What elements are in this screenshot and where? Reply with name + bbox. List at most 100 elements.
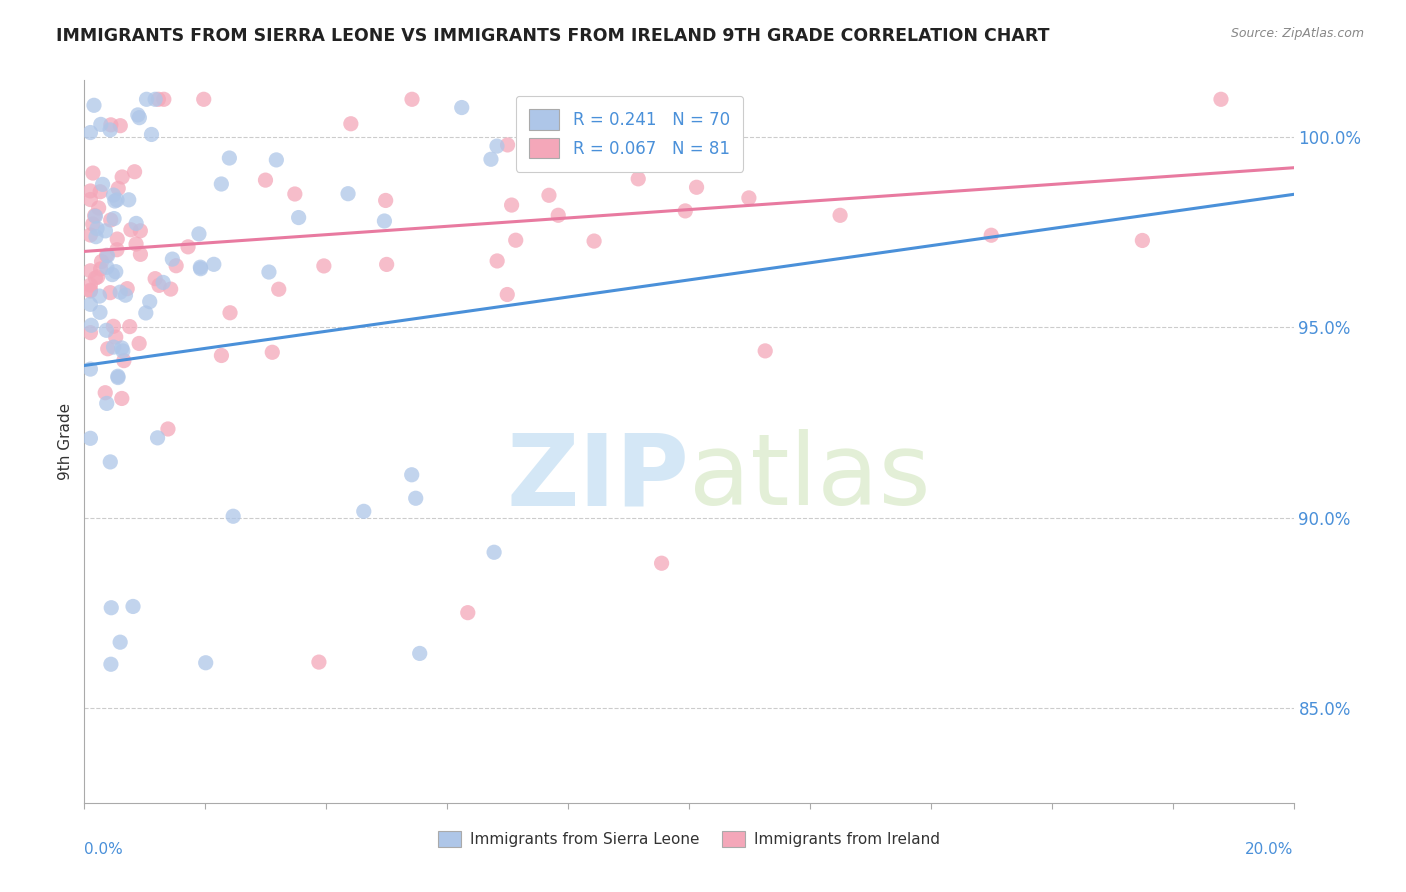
Point: [193, 92, 215, 106]
Point: [79, 362, 101, 376]
Point: [194, 656, 217, 670]
Point: [101, 268, 124, 282]
Point: [86, 270, 108, 285]
Point: [107, 181, 129, 195]
Text: ZIP: ZIP: [506, 429, 689, 526]
Point: [98, 285, 121, 300]
Point: [103, 211, 125, 226]
Point: [98, 455, 121, 469]
Point: [91, 178, 114, 192]
Point: [374, 194, 396, 208]
Point: [98, 123, 121, 137]
Point: [143, 271, 166, 285]
Point: [118, 193, 141, 207]
Point: [685, 180, 707, 194]
Point: [100, 118, 122, 132]
Point: [79, 326, 101, 340]
Point: [94, 385, 117, 400]
Point: [287, 211, 309, 225]
Point: [105, 243, 128, 257]
Point: [284, 186, 307, 201]
Point: [100, 657, 122, 672]
Point: [127, 108, 149, 122]
Point: [143, 92, 166, 106]
Point: [129, 247, 152, 261]
Point: [703, 109, 725, 123]
Point: [115, 282, 138, 296]
Point: [108, 635, 131, 649]
Point: [162, 252, 184, 266]
Point: [128, 111, 150, 125]
Point: [262, 345, 284, 359]
Point: [89, 305, 111, 319]
Point: [96, 260, 118, 275]
Point: [583, 234, 606, 248]
Text: atlas: atlas: [689, 429, 931, 526]
Point: [79, 431, 101, 445]
Point: [1209, 92, 1232, 106]
Point: [308, 655, 330, 669]
Point: [257, 265, 280, 279]
Point: [401, 92, 423, 106]
Point: [141, 128, 163, 142]
Point: [100, 213, 122, 227]
Point: [83, 98, 105, 112]
Point: [266, 153, 288, 167]
Point: [122, 599, 145, 614]
Point: [152, 276, 174, 290]
Point: [105, 232, 128, 246]
Point: [148, 92, 170, 106]
Point: [97, 342, 120, 356]
Point: [222, 509, 245, 524]
Point: [409, 647, 432, 661]
Point: [104, 265, 127, 279]
Point: [219, 306, 242, 320]
Point: [89, 185, 111, 199]
Point: [84, 271, 107, 285]
Y-axis label: 9th Grade: 9th Grade: [58, 403, 73, 480]
Point: [79, 193, 101, 207]
Point: [90, 117, 112, 131]
Point: [111, 343, 134, 358]
Point: [486, 254, 509, 268]
Point: [496, 137, 519, 152]
Point: [105, 193, 128, 207]
Legend: Immigrants from Sierra Leone, Immigrants from Ireland: Immigrants from Sierra Leone, Immigrants…: [432, 825, 946, 853]
Text: 0.0%: 0.0%: [84, 842, 124, 856]
Point: [87, 201, 110, 215]
Point: [107, 369, 129, 384]
Point: [84, 209, 107, 223]
Text: Source: ZipAtlas.com: Source: ZipAtlas.com: [1230, 27, 1364, 40]
Point: [190, 261, 212, 276]
Point: [89, 289, 111, 303]
Point: [90, 254, 112, 268]
Point: [138, 294, 160, 309]
Point: [373, 214, 395, 228]
Point: [337, 186, 360, 201]
Point: [673, 203, 696, 218]
Point: [202, 257, 225, 271]
Point: [125, 237, 148, 252]
Point: [104, 194, 127, 208]
Point: [120, 223, 142, 237]
Point: [312, 259, 335, 273]
Point: [83, 209, 105, 223]
Point: [501, 198, 523, 212]
Point: [114, 288, 136, 302]
Point: [209, 177, 232, 191]
Point: [100, 600, 122, 615]
Point: [79, 264, 101, 278]
Point: [79, 283, 101, 297]
Text: IMMIGRANTS FROM SIERRA LEONE VS IMMIGRANTS FROM IRELAND 9TH GRADE CORRELATION CH: IMMIGRANTS FROM SIERRA LEONE VS IMMIGRAN…: [56, 27, 1050, 45]
Point: [482, 545, 505, 559]
Point: [190, 260, 212, 275]
Point: [96, 396, 118, 410]
Point: [79, 284, 101, 298]
Point: [125, 216, 148, 230]
Point: [738, 191, 761, 205]
Point: [96, 249, 118, 263]
Point: [485, 139, 508, 153]
Point: [90, 262, 112, 277]
Point: [980, 228, 1002, 243]
Point: [79, 126, 101, 140]
